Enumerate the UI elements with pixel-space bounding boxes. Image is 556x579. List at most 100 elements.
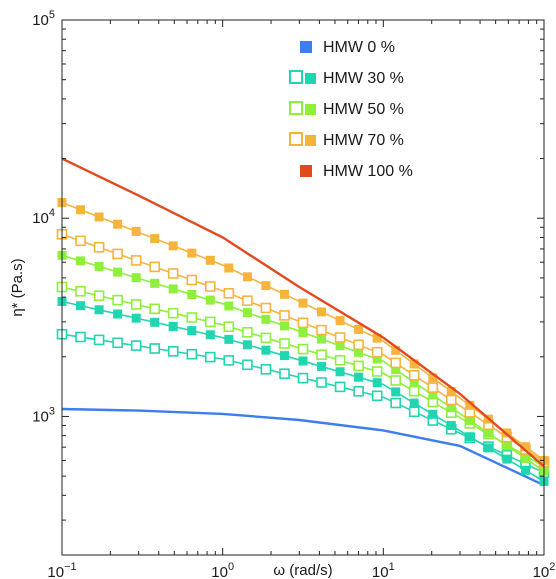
data-point: [427, 382, 439, 393]
data-point: [353, 360, 364, 372]
data-point: [408, 385, 420, 397]
y-tick-label: 104: [32, 207, 55, 227]
data-point: [112, 337, 123, 349]
data-point: [167, 345, 179, 357]
data-point: [372, 378, 382, 388]
data-point: [130, 255, 142, 266]
data-point: [297, 317, 309, 329]
data-point: [391, 387, 401, 397]
data-point: [483, 443, 493, 453]
data-point: [316, 349, 327, 361]
data-point: [112, 248, 123, 260]
data-point: [334, 354, 346, 366]
data-point: [205, 351, 216, 363]
data-point: [354, 324, 364, 334]
data-point: [521, 442, 530, 452]
x-tick-label: 102: [533, 561, 556, 579]
data-point: [242, 326, 253, 338]
legend-marker-filled: [305, 73, 316, 84]
data-point: [483, 428, 493, 438]
data-point: [428, 373, 438, 383]
data-point: [260, 363, 272, 375]
data-point: [150, 278, 160, 288]
data-point: [316, 377, 327, 388]
data-point: [279, 338, 290, 349]
data-point: [261, 281, 271, 291]
data-point: [76, 205, 85, 215]
data-point: [317, 307, 326, 317]
data-point: [334, 332, 346, 343]
data-point: [465, 432, 475, 442]
data-point: [409, 398, 419, 408]
data-point: [149, 343, 160, 354]
series-line: [61, 407, 545, 487]
data-point: [112, 294, 123, 306]
data-point: [280, 351, 289, 361]
data-point: [187, 248, 197, 258]
axis-ticks: 10−1 100 101 102 103 104 105: [32, 9, 555, 579]
data-point: [168, 241, 178, 251]
data-point: [446, 403, 456, 413]
data-point: [205, 281, 216, 292]
legend-marker-filled: [305, 104, 316, 115]
data-point: [335, 367, 345, 377]
data-point: [354, 372, 364, 382]
legend-swatch: [300, 165, 312, 177]
data-point: [353, 385, 364, 397]
data-point: [502, 454, 512, 464]
data-point: [205, 330, 215, 340]
data-point: [279, 310, 290, 321]
data-point: [168, 284, 178, 294]
legend: HMW 0 % HMW 30 % HMW 50 % HMW 70 % HMW 100 %: [289, 39, 413, 180]
data-point: [75, 331, 86, 343]
data-point: [93, 334, 105, 346]
data-point: [353, 339, 364, 351]
data-point: [242, 359, 253, 371]
data-point: [317, 361, 326, 371]
data-point: [94, 262, 104, 271]
data-point: [76, 301, 85, 311]
data-point: [372, 354, 382, 364]
data-point: [94, 305, 104, 315]
data-point: [205, 255, 215, 265]
data-point: [187, 326, 197, 336]
data-point: [261, 345, 271, 355]
data-point: [224, 334, 234, 344]
data-point: [205, 295, 215, 305]
data-point: [149, 261, 160, 273]
y-tick-label: 103: [32, 405, 55, 425]
x-axis-title: ω (rad/s): [273, 562, 332, 579]
data-point: [390, 357, 402, 369]
plot-marks: [56, 157, 550, 487]
data-point: [224, 301, 234, 311]
data-point: [242, 272, 252, 282]
data-point: [354, 347, 364, 357]
data-point: [149, 303, 160, 315]
plot-frame: [61, 19, 545, 556]
x-tick-label: 100: [211, 561, 234, 579]
data-point: [409, 377, 419, 387]
data-point: [242, 308, 252, 318]
data-point: [391, 345, 401, 355]
legend-swatch: [300, 41, 312, 53]
data-point: [371, 346, 383, 358]
data-point: [372, 333, 382, 343]
legend-label: HMW 50 %: [323, 101, 404, 118]
data-point: [131, 273, 141, 283]
data-point: [242, 340, 252, 350]
data-point: [409, 359, 419, 369]
legend-label: HMW 100 %: [323, 163, 413, 180]
data-point: [260, 332, 272, 344]
y-tick-label: 105: [32, 9, 55, 29]
data-point: [113, 309, 123, 319]
data-point: [130, 340, 142, 351]
data-point: [93, 242, 105, 253]
data-point: [167, 307, 179, 319]
data-point: [113, 219, 123, 229]
data-point: [334, 381, 346, 393]
data-point: [465, 400, 475, 410]
data-point: [297, 343, 309, 355]
data-point: [280, 289, 289, 299]
legend-label: HMW 70 %: [323, 132, 404, 149]
